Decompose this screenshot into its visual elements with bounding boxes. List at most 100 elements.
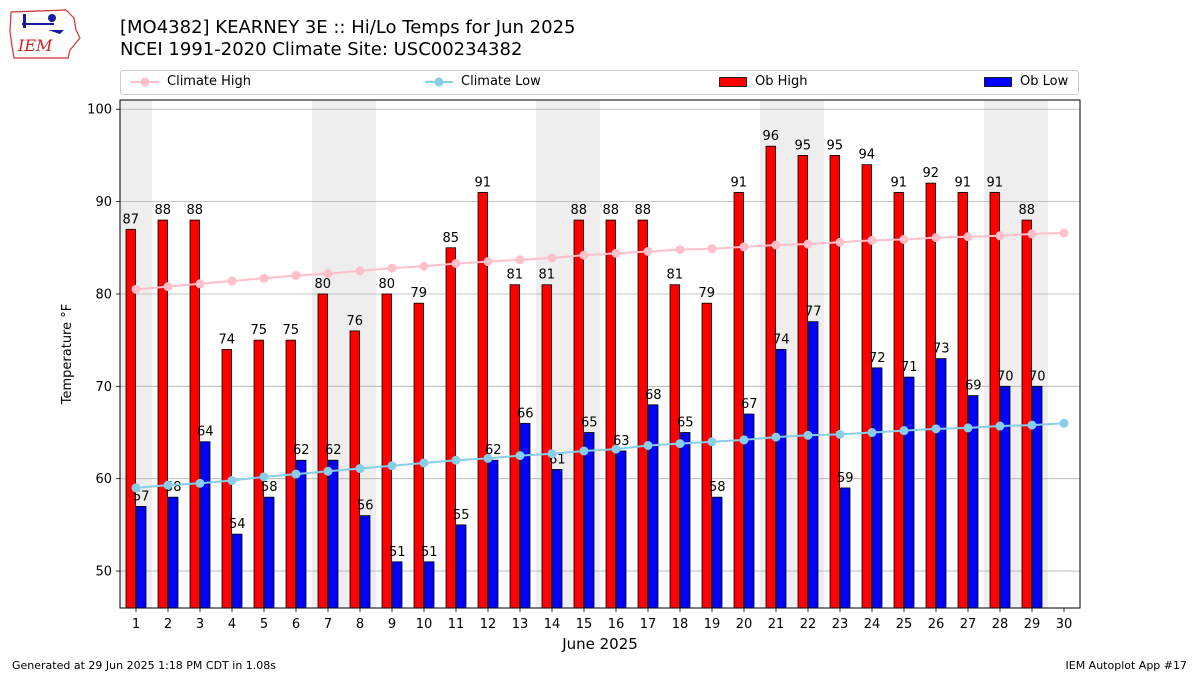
climate-high-point	[739, 242, 749, 252]
x-tick-label: 25	[896, 617, 913, 632]
ob-low-bar	[520, 422, 531, 609]
ob-high-label: 91	[954, 175, 971, 190]
ob-high-label: 95	[794, 138, 811, 153]
ob-low-label: 67	[741, 397, 758, 412]
climate-high-point	[355, 266, 365, 276]
ob-low-label: 77	[805, 305, 822, 320]
x-tick-label: 27	[960, 617, 977, 632]
y-tick-label: 80	[95, 287, 112, 302]
logo-text: IEM	[17, 36, 53, 55]
climate-low-point	[803, 430, 813, 440]
weekend-shade	[344, 100, 376, 608]
ob-low-bar	[136, 505, 147, 609]
climate-low-point	[323, 466, 333, 476]
climate-low-point	[355, 464, 365, 474]
climate-high-point	[995, 231, 1005, 241]
ob-high-bar	[957, 191, 968, 609]
ob-high-label: 79	[410, 286, 427, 301]
ob-low-label: 70	[1029, 369, 1046, 384]
ob-high-label: 75	[250, 323, 267, 338]
ob-low-label: 72	[869, 351, 886, 366]
ob-high-label: 87	[122, 212, 139, 227]
ob-low-label: 57	[133, 489, 150, 504]
x-axis-label: June 2025	[561, 635, 638, 653]
ob-high-swatch-icon	[719, 76, 747, 87]
weekend-shade	[536, 100, 568, 608]
ob-high-bar	[861, 164, 872, 609]
x-tick-label: 14	[544, 617, 561, 632]
climate-low-point	[995, 421, 1005, 431]
ob-low-label: 70	[997, 369, 1014, 384]
ob-high-bar	[637, 219, 648, 609]
ob-high-label: 88	[570, 203, 587, 218]
climate-low-point	[579, 446, 589, 456]
ob-high-label: 80	[314, 277, 331, 292]
climate-high-point	[803, 239, 813, 249]
ob-high-bar	[445, 247, 456, 609]
ob-low-bar	[456, 524, 467, 609]
climate-high-point	[963, 232, 973, 242]
ob-high-label: 88	[602, 203, 619, 218]
y-tick-label: 70	[95, 380, 112, 395]
ob-high-label: 95	[826, 138, 843, 153]
plot-frame	[119, 99, 1081, 609]
ob-high-label: 92	[922, 166, 939, 181]
ob-low-bar	[264, 496, 275, 609]
ob-low-label: 65	[581, 416, 598, 431]
climate-low-point	[195, 478, 205, 488]
climate-low-point	[419, 458, 429, 468]
climate-high-point	[419, 261, 429, 271]
climate-low-point	[259, 472, 269, 482]
climate-high-point	[579, 250, 589, 260]
ob-low-label: 66	[517, 406, 534, 421]
ob-low-bar	[296, 459, 307, 609]
ob-high-label: 91	[986, 175, 1003, 190]
weekend-shade	[1016, 100, 1048, 608]
ob-low-bar	[712, 496, 723, 609]
x-tick-label: 30	[1056, 617, 1073, 632]
climate-high-point	[1027, 229, 1037, 239]
ob-low-bar	[584, 432, 595, 609]
climate-low-line	[135, 422, 1065, 489]
x-tick-label: 7	[324, 617, 332, 632]
ob-low-label: 56	[357, 499, 374, 514]
ob-low-bar	[424, 561, 435, 609]
ob-high-bar	[381, 293, 392, 609]
ob-high-bar	[541, 284, 552, 609]
legend-ob-high-label: Ob High	[755, 74, 808, 89]
ob-high-bar	[925, 182, 936, 609]
ob-low-bar	[648, 404, 659, 609]
climate-low-point	[675, 439, 685, 449]
ob-low-bar	[840, 487, 851, 609]
ob-low-bar	[776, 348, 787, 609]
climate-low-point	[867, 428, 877, 438]
ob-low-label: 62	[293, 443, 310, 458]
weekend-shade	[312, 100, 344, 608]
x-tick-label: 11	[448, 617, 465, 632]
climate-low-point	[707, 437, 717, 447]
climate-low-point	[483, 453, 493, 463]
ob-low-bar	[360, 515, 371, 609]
x-tick-label: 5	[260, 617, 268, 632]
legend-climate-low-label: Climate Low	[461, 74, 541, 89]
x-tick-label: 1	[132, 617, 140, 632]
ob-high-label: 85	[442, 231, 459, 246]
x-tick-label: 4	[228, 617, 236, 632]
ob-high-label: 79	[698, 286, 715, 301]
ob-low-label: 58	[709, 480, 726, 495]
y-axis-label: Temperature °F	[60, 304, 75, 405]
legend-ob-low-label: Ob Low	[1020, 74, 1069, 89]
climate-low-point	[771, 432, 781, 442]
climate-high-point	[835, 237, 845, 247]
climate-high-point	[1059, 228, 1069, 238]
ob-high-label: 74	[218, 332, 235, 347]
climate-high-swatch-icon	[131, 77, 159, 86]
climate-high-point	[163, 282, 173, 292]
climate-low-point	[739, 435, 749, 445]
ob-low-label: 71	[901, 360, 918, 375]
ob-high-bar	[829, 155, 840, 609]
ob-high-label: 81	[538, 268, 555, 283]
climate-high-point	[547, 253, 557, 263]
chart-title: [MO4382] KEARNEY 3E :: Hi/Lo Temps for J…	[120, 17, 576, 38]
